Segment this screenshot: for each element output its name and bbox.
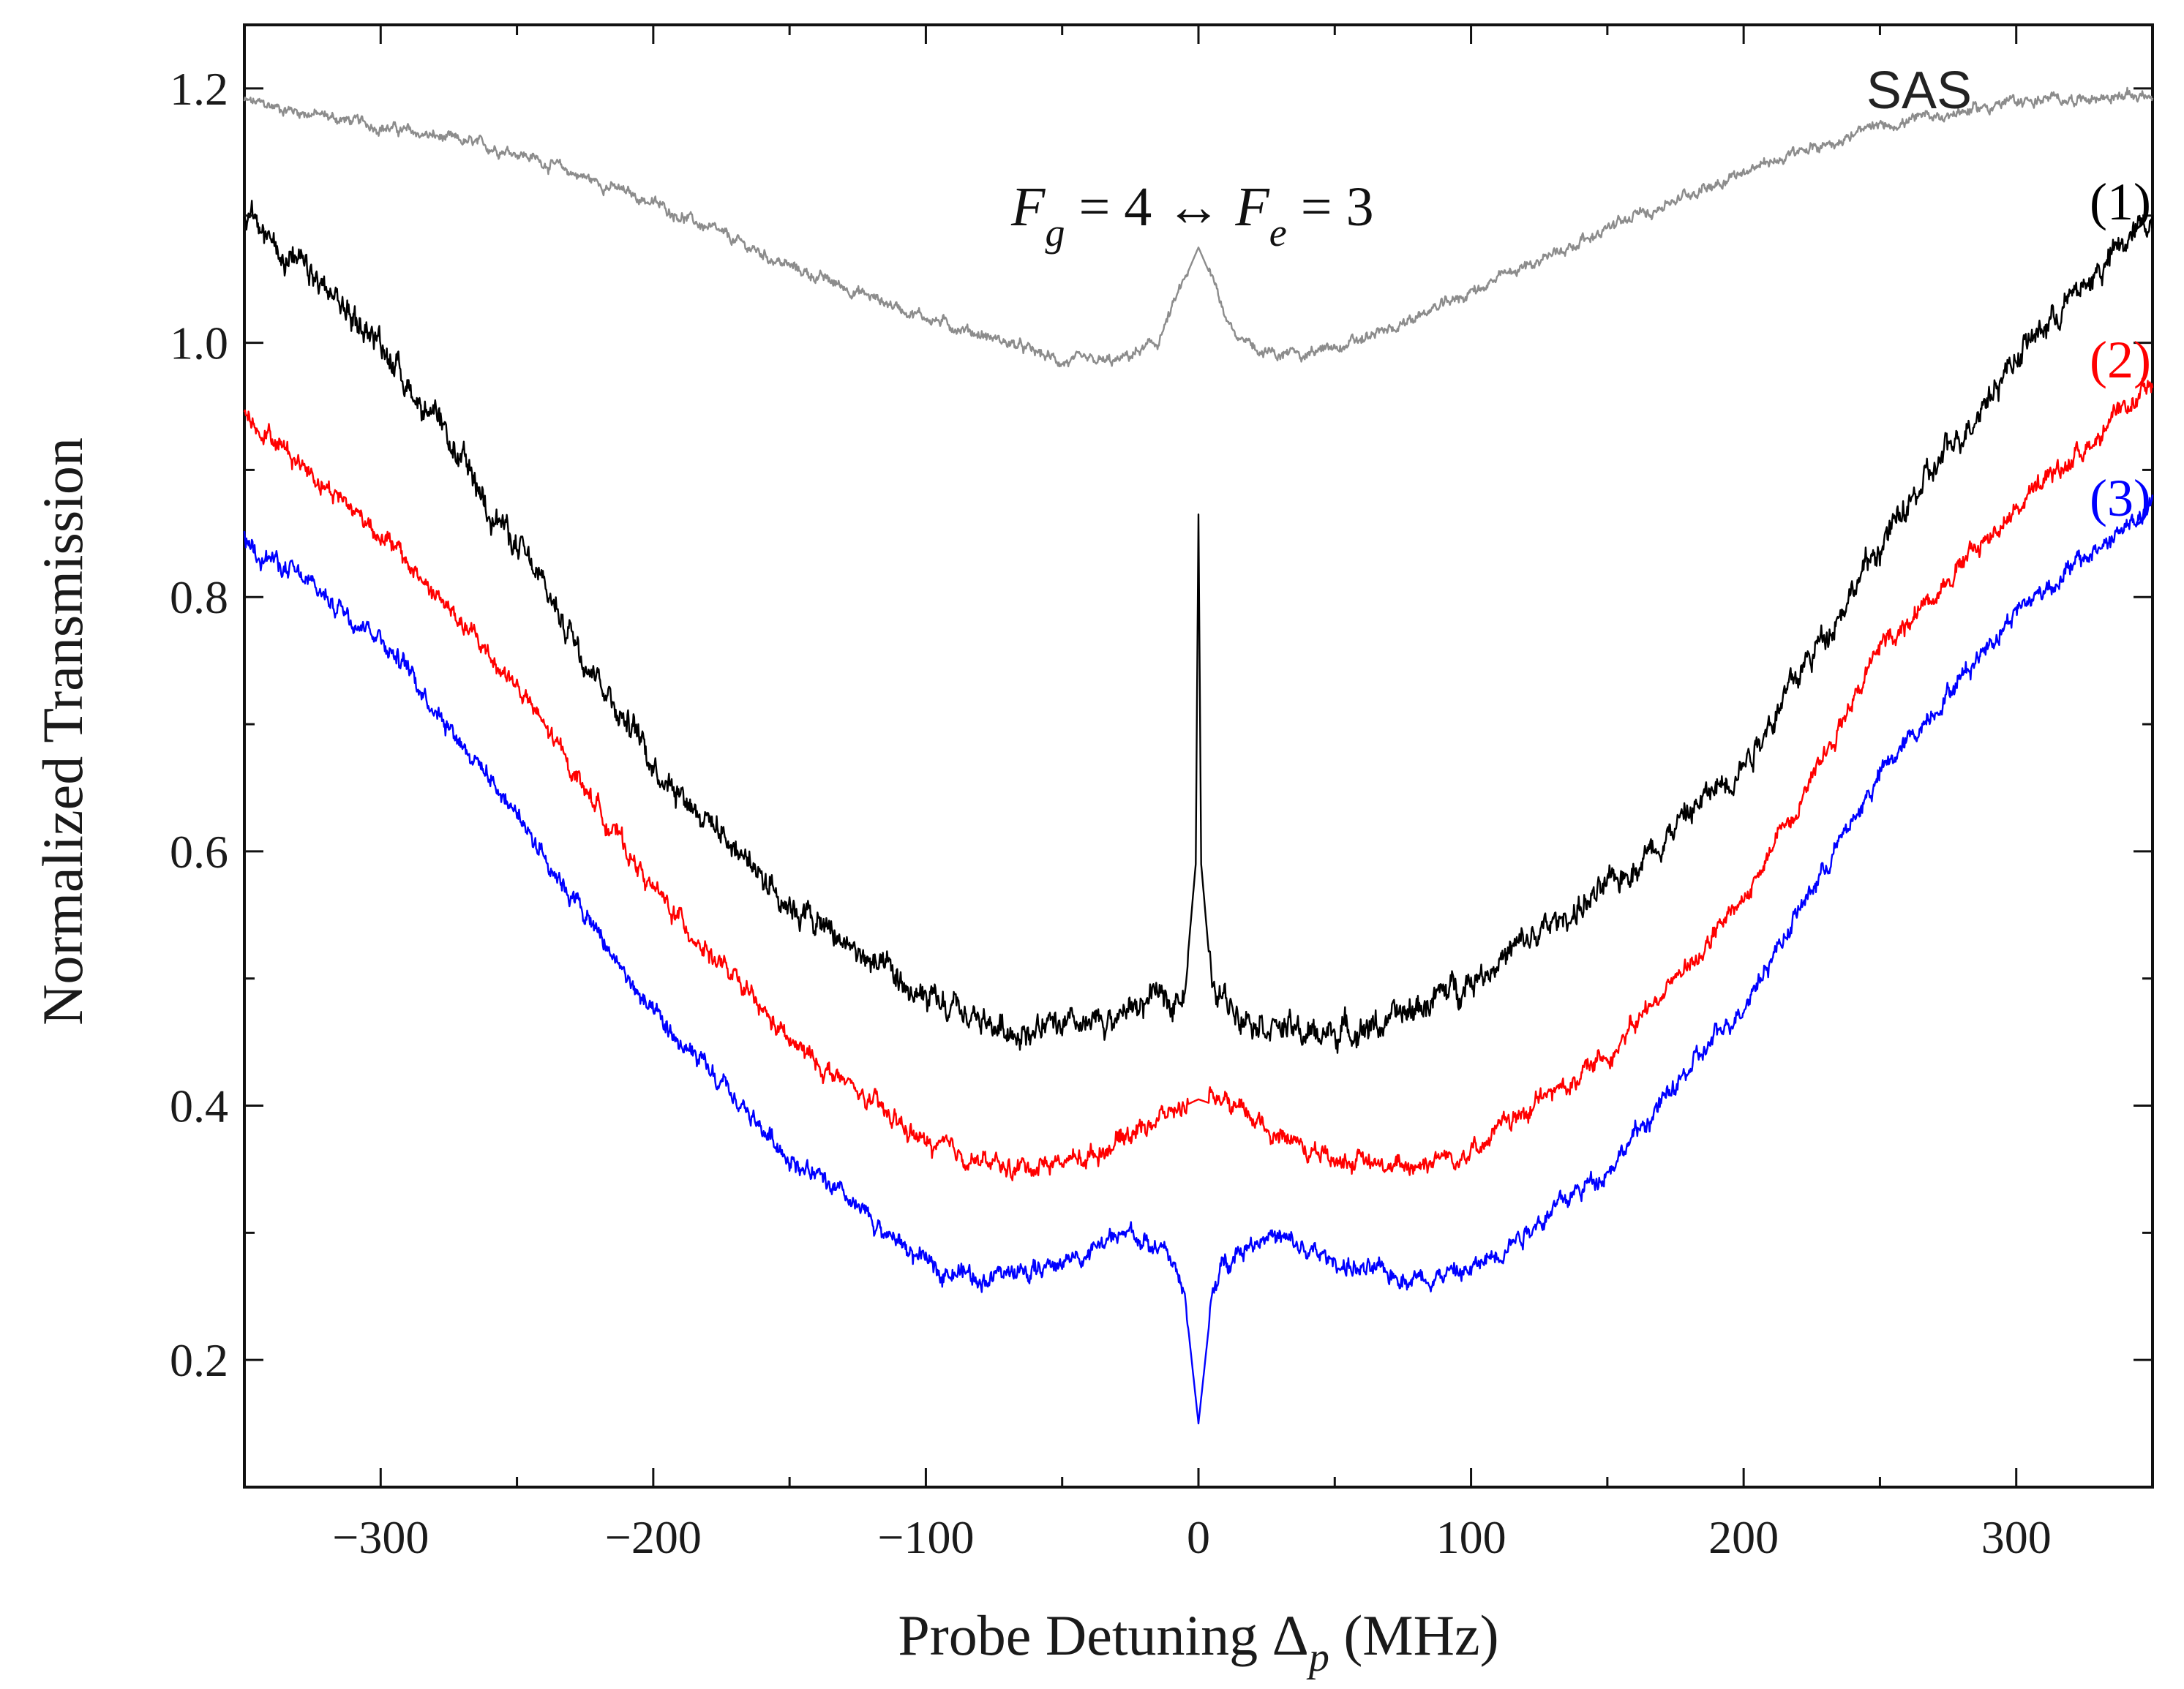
annotation-f1: F xyxy=(1010,176,1046,238)
y-tick-label: 0.8 xyxy=(170,571,228,623)
x-tick-label: 200 xyxy=(1708,1511,1779,1563)
series-line-1 xyxy=(243,200,2154,1054)
x-tick-label: 100 xyxy=(1436,1511,1506,1563)
y-tick-label: 1.0 xyxy=(170,317,228,369)
series-line-0 xyxy=(243,86,2154,368)
annotation-sub-e: e xyxy=(1269,211,1287,255)
ticks-layer: −300 −200 −100 0 100 200 300 0.2 0.4 0.6 0.8 1.0 1.2 xyxy=(170,25,2154,1563)
series-label-1: (1) xyxy=(2090,173,2151,231)
y-tick-label: 0.6 xyxy=(170,826,228,878)
x-axis-title-symbol: Δ xyxy=(1272,1603,1309,1667)
transition-annotation: Fg = 4 ↔ Fe = 3 xyxy=(1010,176,1374,255)
x-axis-title: Probe Detuning Δp (MHz) xyxy=(898,1603,1498,1680)
x-axis-title-sub: p xyxy=(1306,1635,1329,1680)
y-axis-title: Normalized Transmission xyxy=(31,437,94,1026)
annotation-end: = 3 xyxy=(1287,176,1374,238)
x-axis-title-main: Probe Detuning xyxy=(898,1603,1272,1667)
x-tick-label: −100 xyxy=(877,1511,974,1563)
series-label-2: (2) xyxy=(2090,331,2151,389)
x-tick-label: 0 xyxy=(1187,1511,1210,1563)
x-tick-label: −300 xyxy=(332,1511,429,1563)
y-tick-label: 0.2 xyxy=(170,1334,228,1386)
annotation-sub-g: g xyxy=(1045,211,1065,255)
series-layer xyxy=(243,86,2154,1425)
x-tick-label: −200 xyxy=(605,1511,702,1563)
x-axis-title-unit: (MHz) xyxy=(1329,1603,1499,1667)
annotation-mid: = 4 ↔ xyxy=(1065,176,1235,238)
series-line-2 xyxy=(243,377,2154,1181)
x-tick-label: 300 xyxy=(1981,1511,2052,1563)
plot-frame xyxy=(243,23,2154,1489)
series-label-3: (3) xyxy=(2090,469,2151,527)
series-label-sas: SAS xyxy=(1866,61,1972,120)
y-tick-label: 1.2 xyxy=(170,63,228,115)
annotation-f2: F xyxy=(1234,176,1270,238)
series-line-3 xyxy=(243,494,2154,1425)
y-tick-label: 0.4 xyxy=(170,1080,228,1132)
